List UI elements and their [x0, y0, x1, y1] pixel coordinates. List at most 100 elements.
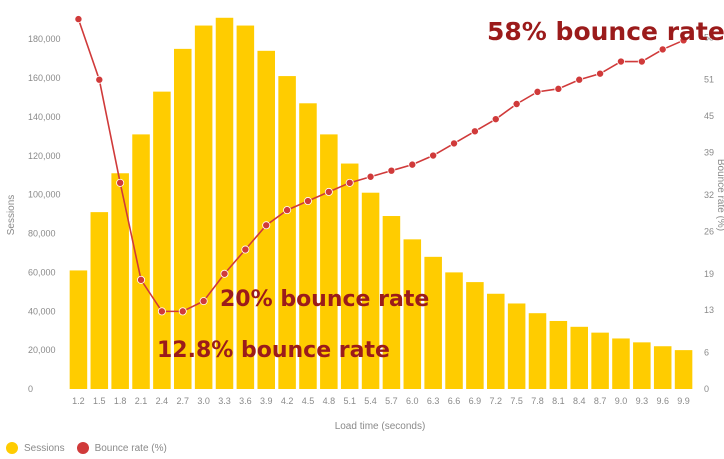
x-tick-label: 7.2 — [490, 396, 503, 406]
bounce-point-9.6 — [658, 45, 667, 54]
bar-sessions-4.2 — [278, 76, 296, 389]
x-tick-label: 7.8 — [531, 396, 544, 406]
x-tick-label: 6.0 — [406, 396, 419, 406]
bounce-point-5.1 — [345, 178, 354, 187]
bar-sessions-5.4 — [361, 192, 380, 389]
y-tick-label: 60,000 — [28, 267, 56, 277]
bar-sessions-3.9 — [257, 50, 275, 390]
bounce-point-6.3 — [429, 151, 438, 160]
bounce-point-4.8 — [324, 187, 333, 196]
bounce-point-8.1 — [554, 84, 563, 93]
bar-sessions-9.0 — [612, 338, 630, 389]
annotation-58: 58% bounce rate — [487, 17, 724, 46]
bar-sessions-6.9 — [466, 282, 484, 389]
bounce-point-9.3 — [637, 57, 646, 66]
bounce-point-5.4 — [366, 172, 375, 181]
left-axis-ticks: 0 20,000 40,000 60,000 80,000 100,000 120,000 1… — [28, 34, 61, 394]
bounce-point-6.0 — [408, 160, 417, 169]
bar-sessions-5.1 — [340, 163, 359, 389]
y-tick-label: 80,000 — [28, 229, 56, 239]
bounce-point-9.0 — [616, 57, 625, 66]
legend: Sessions Bounce rate (%) — [6, 442, 179, 454]
x-tick-label: 4.2 — [281, 396, 294, 406]
x-tick-label: 8.4 — [573, 396, 586, 406]
y2-tick-label: 45 — [704, 111, 714, 121]
bounce-point-4.5 — [303, 197, 312, 206]
bounce-point-1.5 — [95, 75, 104, 84]
bounce-point-4.2 — [283, 206, 292, 215]
x-tick-label: 3.0 — [197, 396, 210, 406]
bar-sessions-1.5 — [90, 212, 109, 389]
bounce-point-2.4 — [157, 307, 166, 316]
bounce-point-5.7 — [387, 166, 396, 175]
x-tick-label: 5.4 — [364, 396, 377, 406]
bar-sessions-8.4 — [570, 326, 588, 389]
sessions-bars — [69, 17, 693, 390]
y-tick-label: 180,000 — [28, 34, 61, 44]
bar-sessions-4.8 — [320, 134, 338, 389]
x-tick-label: 2.7 — [177, 396, 190, 406]
bounce-point-6.9 — [470, 127, 479, 136]
bar-sessions-3.3 — [215, 17, 234, 390]
legend-item-bounce-rate: Bounce rate (%) — [76, 442, 167, 454]
y2-axis-title: Bounce rate (%) — [715, 159, 724, 231]
y-tick-label: 120,000 — [28, 151, 61, 161]
legend-item-sessions: Sessions — [6, 442, 65, 454]
x-tick-label: 1.5 — [93, 396, 106, 406]
bar-sessions-9.3 — [633, 342, 651, 389]
bounce-point-8.7 — [596, 69, 605, 78]
bar-sessions-7.5 — [507, 303, 526, 389]
y2-tick-label: 13 — [704, 305, 714, 315]
bounce-point-1.2 — [74, 15, 83, 24]
y-tick-label: 140,000 — [28, 112, 61, 122]
x-tick-label: 3.6 — [239, 396, 252, 406]
x-tick-label: 5.7 — [385, 396, 398, 406]
bar-sessions-5.7 — [382, 216, 401, 389]
x-tick-label: 6.9 — [469, 396, 482, 406]
bar-sessions-1.8 — [111, 173, 129, 389]
x-tick-label: 1.2 — [72, 396, 85, 406]
bounce-point-7.2 — [491, 115, 500, 124]
bounce-point-3.6 — [241, 245, 250, 254]
x-tick-label: 9.3 — [636, 396, 649, 406]
chart: 0 20,000 40,000 60,000 80,000 100,000 120,000 1… — [6, 15, 724, 432]
x-tick-label: 8.7 — [594, 396, 607, 406]
x-tick-label: 1.8 — [114, 396, 127, 406]
bar-sessions-3.0 — [194, 25, 213, 390]
annotation-12-8: 12.8% bounce rate — [157, 338, 390, 363]
x-tick-label: 9.6 — [656, 396, 669, 406]
x-tick-label: 4.5 — [302, 396, 315, 406]
bounce-point-1.8 — [116, 178, 125, 187]
x-tick-label: 6.3 — [427, 396, 440, 406]
bar-sessions-2.4 — [153, 91, 171, 389]
bar-sessions-7.8 — [528, 313, 547, 389]
legend-swatch-sessions — [6, 442, 18, 454]
y-axis-title: Sessions — [6, 195, 17, 236]
bar-sessions-9.6 — [653, 346, 672, 389]
x-axis-ticks: 1.2 1.5 1.8 2.1 2.4 2.7 3.0 3.3 3.6 3.9 4.2 4.5 4.8 5… — [72, 396, 690, 406]
y-tick-label: 20,000 — [28, 345, 56, 355]
bar-sessions-2.7 — [174, 48, 192, 389]
x-tick-label: 9.9 — [677, 396, 690, 406]
y2-tick-label: 32 — [704, 190, 714, 200]
legend-label-sessions: Sessions — [24, 442, 65, 454]
bar-sessions-3.6 — [236, 25, 255, 390]
y-tick-label: 160,000 — [28, 73, 61, 83]
bounce-point-9.9 — [679, 36, 688, 45]
bar-sessions-1.2 — [69, 270, 88, 389]
y2-tick-label: 58 — [704, 32, 714, 42]
legend-swatch-bounce-rate — [76, 442, 89, 454]
bar-sessions-6.6 — [445, 272, 463, 389]
bar-sessions-6.0 — [403, 239, 422, 389]
bounce-point-7.8 — [533, 87, 542, 96]
y-tick-label: 100,000 — [28, 190, 61, 200]
x-tick-label: 3.9 — [260, 396, 273, 406]
x-tick-label: 2.1 — [135, 396, 148, 406]
x-axis-title: Load time (seconds) — [335, 421, 426, 432]
x-tick-label: 5.1 — [343, 396, 356, 406]
y2-tick-label: 0 — [704, 384, 709, 394]
bounce-point-2.7 — [178, 307, 187, 316]
y2-tick-label: 19 — [704, 269, 714, 279]
bounce-point-2.1 — [137, 275, 146, 284]
y2-tick-label: 6 — [704, 348, 709, 358]
